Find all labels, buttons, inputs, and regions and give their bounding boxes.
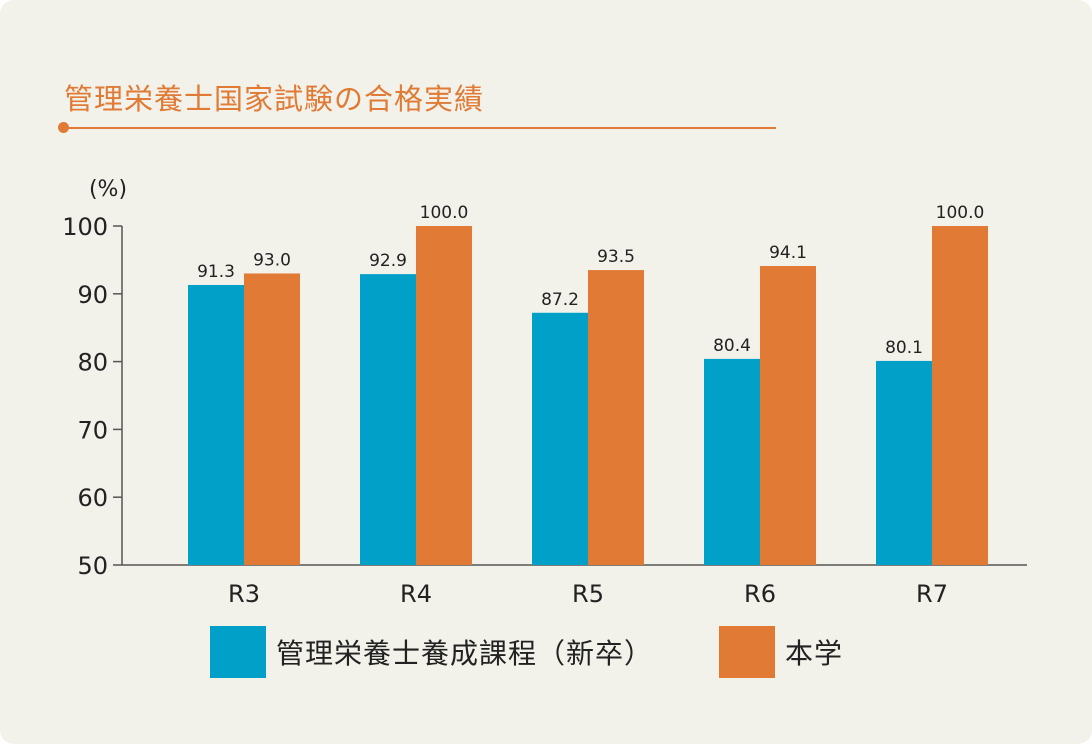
x-tick-label-r6: R6 — [744, 580, 776, 608]
x-tick-label-r3: R3 — [228, 580, 260, 608]
y-axis-unit-label: (%) — [89, 177, 127, 202]
bar-r6-series-1 — [704, 358, 760, 565]
legend-label-series-1: 管理栄養士養成課程（新卒） — [276, 637, 654, 670]
legend-label-series-2: 本学 — [785, 637, 844, 670]
value-label-r5-series-2: 93.5 — [597, 247, 635, 267]
y-tick-label-60: 60 — [77, 484, 108, 512]
legend-item-series-1: 管理栄養士養成課程（新卒） — [210, 626, 653, 678]
bar-r5-series-2 — [588, 270, 644, 565]
chart-title: 管理栄養士国家試験の合格実績 — [64, 82, 485, 116]
bar-r4-series-2 — [416, 226, 472, 565]
title-underline — [64, 127, 776, 129]
title-underline-dot — [58, 122, 69, 133]
legend-swatch-series-2 — [719, 626, 776, 678]
value-label-r3-series-1: 91.3 — [197, 262, 235, 282]
bar-r5-series-1 — [532, 312, 588, 565]
y-tick-label-80: 80 — [77, 349, 108, 377]
y-tick-label-50: 50 — [77, 552, 108, 580]
value-label-r3-series-2: 93.0 — [253, 250, 291, 270]
y-tick-label-90: 90 — [77, 281, 108, 309]
bar-r7-series-2 — [932, 226, 988, 565]
y-tick-label-100: 100 — [62, 213, 108, 241]
legend-swatch-series-1 — [210, 626, 266, 678]
y-tick-label-70: 70 — [77, 416, 108, 444]
x-tick-label-r7: R7 — [916, 580, 948, 608]
value-label-r4-series-1: 92.9 — [369, 251, 407, 271]
chart-legend: 管理栄養士養成課程（新卒） 本学 — [210, 626, 843, 678]
bar-r3-series-1 — [188, 284, 244, 565]
bar-r7-series-1 — [876, 360, 932, 565]
value-label-r7-series-2: 100.0 — [936, 203, 985, 223]
value-label-r6-series-2: 94.1 — [769, 243, 807, 263]
value-label-r6-series-1: 80.4 — [713, 336, 751, 356]
value-label-r7-series-1: 80.1 — [885, 338, 923, 358]
legend-item-series-2: 本学 — [719, 626, 843, 678]
value-label-r5-series-1: 87.2 — [541, 290, 579, 310]
bar-r4-series-1 — [360, 274, 416, 565]
x-tick-label-r5: R5 — [572, 580, 604, 608]
bar-r3-series-2 — [244, 273, 300, 565]
bar-r6-series-2 — [760, 266, 816, 565]
value-label-r4-series-2: 100.0 — [420, 203, 469, 223]
chart-labels: 91.3 93.0 R3 92.9 100.0 R4 87.2 93.5 R5 80.4 94.1 R… — [197, 203, 984, 608]
x-tick-label-r4: R4 — [400, 580, 432, 608]
chart-bars — [188, 226, 988, 565]
